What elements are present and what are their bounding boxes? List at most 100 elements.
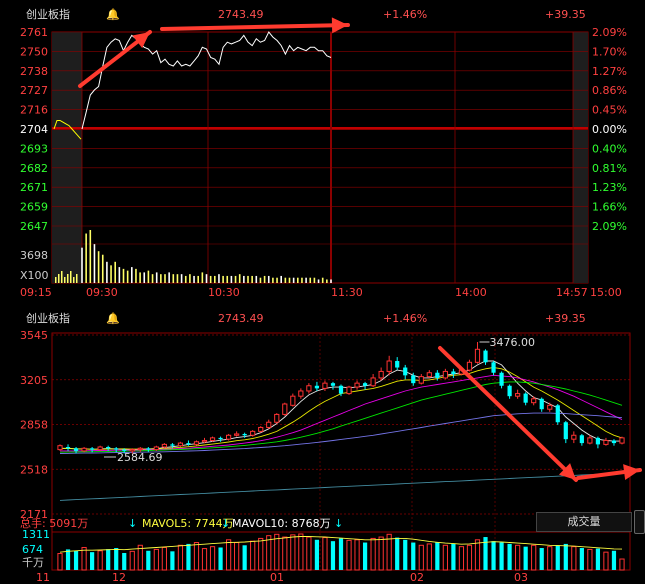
daily-volume-bar xyxy=(451,543,456,570)
down-arrow-icon: ↓ xyxy=(128,517,137,530)
ma-line-ma60 xyxy=(59,412,623,454)
volume-bar xyxy=(321,277,324,283)
volume-bar xyxy=(180,274,183,283)
mavol-line xyxy=(59,536,623,553)
daily-volume-bar xyxy=(587,548,593,571)
candle-body xyxy=(137,447,143,451)
daily-volume-bar xyxy=(338,538,344,570)
candle-body xyxy=(426,372,432,378)
candle-body xyxy=(595,437,601,445)
premarket-volume-bar xyxy=(76,274,78,283)
daily-price-tick: 3205 xyxy=(20,374,48,387)
daily-volume-bar xyxy=(579,548,584,570)
daily-volume-bar xyxy=(595,548,601,570)
volume-bar xyxy=(160,274,162,283)
candle-body xyxy=(411,375,416,384)
volume-bar xyxy=(309,277,312,283)
daily-volume-bar xyxy=(177,544,184,571)
daily-volume-bar xyxy=(97,550,103,571)
candle-body xyxy=(338,385,344,394)
volume-bar xyxy=(243,275,245,283)
candle-body xyxy=(483,350,488,363)
arrow-right-lower-annotation-head xyxy=(623,464,640,480)
volume-bar xyxy=(176,274,179,283)
intraday-grid xyxy=(51,31,589,284)
candle-body xyxy=(330,383,336,386)
candle-body xyxy=(161,443,167,448)
month-tick: 11 xyxy=(36,571,50,584)
volume-bar xyxy=(313,277,316,283)
daily-price-tick: 2171 xyxy=(20,508,48,521)
volume-bar xyxy=(184,275,187,283)
candle-body xyxy=(547,404,553,410)
daily-volume-bar xyxy=(81,546,87,571)
volume-bar xyxy=(280,275,282,283)
bell-icon: 🔔 xyxy=(106,312,120,325)
volume-bar xyxy=(330,279,332,283)
volume-bar xyxy=(205,274,208,283)
candle-body xyxy=(491,362,496,373)
month-tick: 03 xyxy=(514,571,528,584)
intraday-change-pct: +1.46% xyxy=(383,8,427,21)
volume-bar xyxy=(238,274,241,283)
low-label: 2584.69 xyxy=(117,451,163,464)
volume-bar xyxy=(247,275,249,283)
pct-tick: 2.09% xyxy=(592,220,627,233)
candle-body xyxy=(571,434,577,440)
daily-volume-bar xyxy=(547,546,553,571)
scroll-handle[interactable] xyxy=(634,510,645,534)
volume-bar xyxy=(305,277,307,283)
intraday-volume-bars xyxy=(55,230,332,283)
daily-volume-bar xyxy=(114,548,119,570)
daily-volume-bar xyxy=(411,542,416,570)
candle-body xyxy=(218,437,223,440)
volume-bar xyxy=(143,272,146,283)
volume-bar xyxy=(106,261,108,283)
daily-volume-bar xyxy=(146,550,151,570)
daily-volume-bar xyxy=(122,552,127,570)
volume-bar xyxy=(234,275,237,283)
daily-volume-bar xyxy=(298,533,304,571)
volume-indicator-button[interactable]: 成交量 xyxy=(536,512,632,532)
daily-volume-bar xyxy=(322,537,328,571)
candle-body xyxy=(346,386,352,395)
pct-tick: 0.86% xyxy=(592,84,627,97)
mavol10-label: MAVOL10: 8768万 xyxy=(232,517,331,530)
candle-body xyxy=(362,383,368,386)
volume-bar xyxy=(164,274,166,283)
volume-bar xyxy=(259,277,262,283)
daily-volume-bar xyxy=(499,542,504,570)
candle-body xyxy=(81,447,87,452)
time-tick: 11:30 xyxy=(331,286,363,299)
daily-volume-bar xyxy=(491,541,496,570)
premarket-volume-bar xyxy=(55,277,57,283)
intraday-axis-labels: 创业板指 🔔 2743.49 +1.46% +39.35 2761 2750 2738 2727… xyxy=(20,7,627,299)
month-tick: 12 xyxy=(112,571,126,584)
daily-volume-bar xyxy=(571,546,577,571)
daily-volume-bar xyxy=(201,548,208,571)
daily-volume-bar xyxy=(531,544,537,571)
price-tick: 2727 xyxy=(20,84,48,97)
volume-bar xyxy=(118,267,121,283)
volume-bar xyxy=(317,279,320,283)
intraday-frame xyxy=(51,31,589,284)
candle-body xyxy=(129,449,135,452)
volume-bar xyxy=(297,277,299,283)
daily-volume-bar xyxy=(137,544,143,571)
price-line xyxy=(81,31,332,130)
volume-bar xyxy=(263,275,266,283)
intraday-change: +39.35 xyxy=(545,8,586,21)
time-tick: 09:30 xyxy=(86,286,118,299)
pct-tick: 2.09% xyxy=(592,26,627,39)
candle-body xyxy=(531,398,537,404)
candle-body xyxy=(290,395,296,406)
candle-body xyxy=(386,360,392,372)
volume-bar xyxy=(101,254,104,283)
candle-body xyxy=(266,421,272,428)
daily-change-pct: +1.46% xyxy=(383,312,427,325)
volume-bar xyxy=(151,274,154,283)
volume-bar xyxy=(155,272,158,283)
time-tick: 14:57 xyxy=(556,286,588,299)
daily-volume-bar xyxy=(370,537,376,571)
